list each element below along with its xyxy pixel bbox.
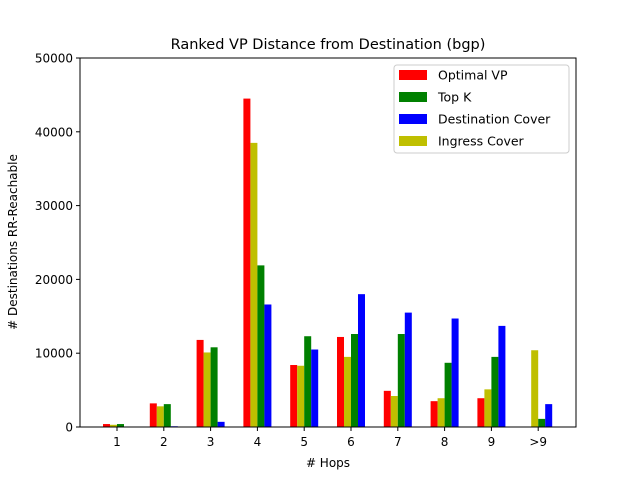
legend-label: Destination Cover [438,112,551,127]
x-tick-label: >9 [529,435,547,449]
x-axis-title: # Hops [306,456,350,470]
legend-swatch [399,114,427,124]
legend-swatch [399,136,427,146]
bar-ingress-cover-4 [297,365,305,427]
x-axis-ticks: 1 2 3 4 5 6 7 8 9 >9 [113,427,547,449]
y-tick-label: 40000 [35,125,73,139]
bar-optimal-vp-0 [103,424,110,427]
bar-destination-cover-2 [217,421,225,427]
legend-swatch [399,70,427,80]
bar-top-k-5 [351,334,358,427]
bar-destination-cover-6 [404,312,412,427]
bar-top-k-1 [163,404,171,427]
bar-top-k-9 [538,418,546,427]
x-tick-label: 8 [441,435,449,449]
bar-optimal-vp-5 [337,336,344,427]
bar-optimal-vp-4 [290,365,298,427]
bar-ingress-cover-8 [484,389,492,427]
bar-top-k-2 [210,347,218,427]
legend-label: Top K [437,90,472,105]
x-tick-label: 3 [207,435,215,449]
legend-swatch [399,92,427,102]
bar-top-k-3 [257,265,265,427]
x-tick-label: 7 [394,435,402,449]
bar-ingress-cover-2 [203,352,211,427]
legend-label: Ingress Cover [438,134,525,149]
bar-destination-cover-4 [311,349,319,427]
bar-destination-cover-8 [498,325,506,427]
bar-destination-cover-7 [451,318,459,427]
x-tick-label: 1 [113,435,121,449]
bar-top-k-7 [444,362,452,427]
bar-optimal-vp-8 [477,398,485,427]
x-tick-label: 2 [160,435,168,449]
bar-optimal-vp-7 [430,401,438,427]
y-axis-title: # Destinations RR-Reachable [6,154,20,330]
bar-ingress-cover-7 [437,398,445,427]
y-tick-label: 0 [65,421,73,435]
legend-label: Optimal VP [438,68,508,83]
bar-ingress-cover-5 [344,356,351,427]
bar-optimal-vp-1 [149,403,157,427]
bar-top-k-8 [491,356,499,427]
bar-ingress-cover-9 [531,350,539,427]
bar-ingress-cover-0 [110,424,117,427]
bar-top-k-4 [304,336,312,427]
bar-optimal-vp-3 [243,98,251,427]
x-tick-label: 9 [488,435,496,449]
bar-ingress-cover-3 [250,142,258,427]
y-tick-label: 50000 [35,52,73,66]
bar-optimal-vp-6 [383,390,391,427]
y-tick-label: 30000 [35,199,73,213]
bar-destination-cover-9 [545,404,553,427]
x-tick-label: 6 [347,435,355,449]
bar-optimal-vp-2 [196,339,204,427]
bar-destination-cover-3 [264,304,272,427]
x-tick-label: 5 [300,435,308,449]
bar-destination-cover-5 [358,294,365,427]
bar-ingress-cover-1 [156,406,164,427]
plot-frame [79,57,577,428]
legend: Optimal VP Top K Destination Cover Ingress … [393,64,570,154]
bar-top-k-0 [117,424,124,427]
x-tick-label: 4 [254,435,262,449]
y-tick-label: 10000 [35,347,73,361]
bar-ingress-cover-6 [390,396,398,427]
bar-top-k-6 [397,334,405,427]
legend-box [393,64,570,154]
bars [103,98,553,427]
chart-title: Ranked VP Distance from Destination (bgp… [171,37,486,53]
y-axis-ticks: 0 10000 20000 30000 40000 50000 [35,52,80,435]
y-tick-label: 20000 [35,273,73,287]
